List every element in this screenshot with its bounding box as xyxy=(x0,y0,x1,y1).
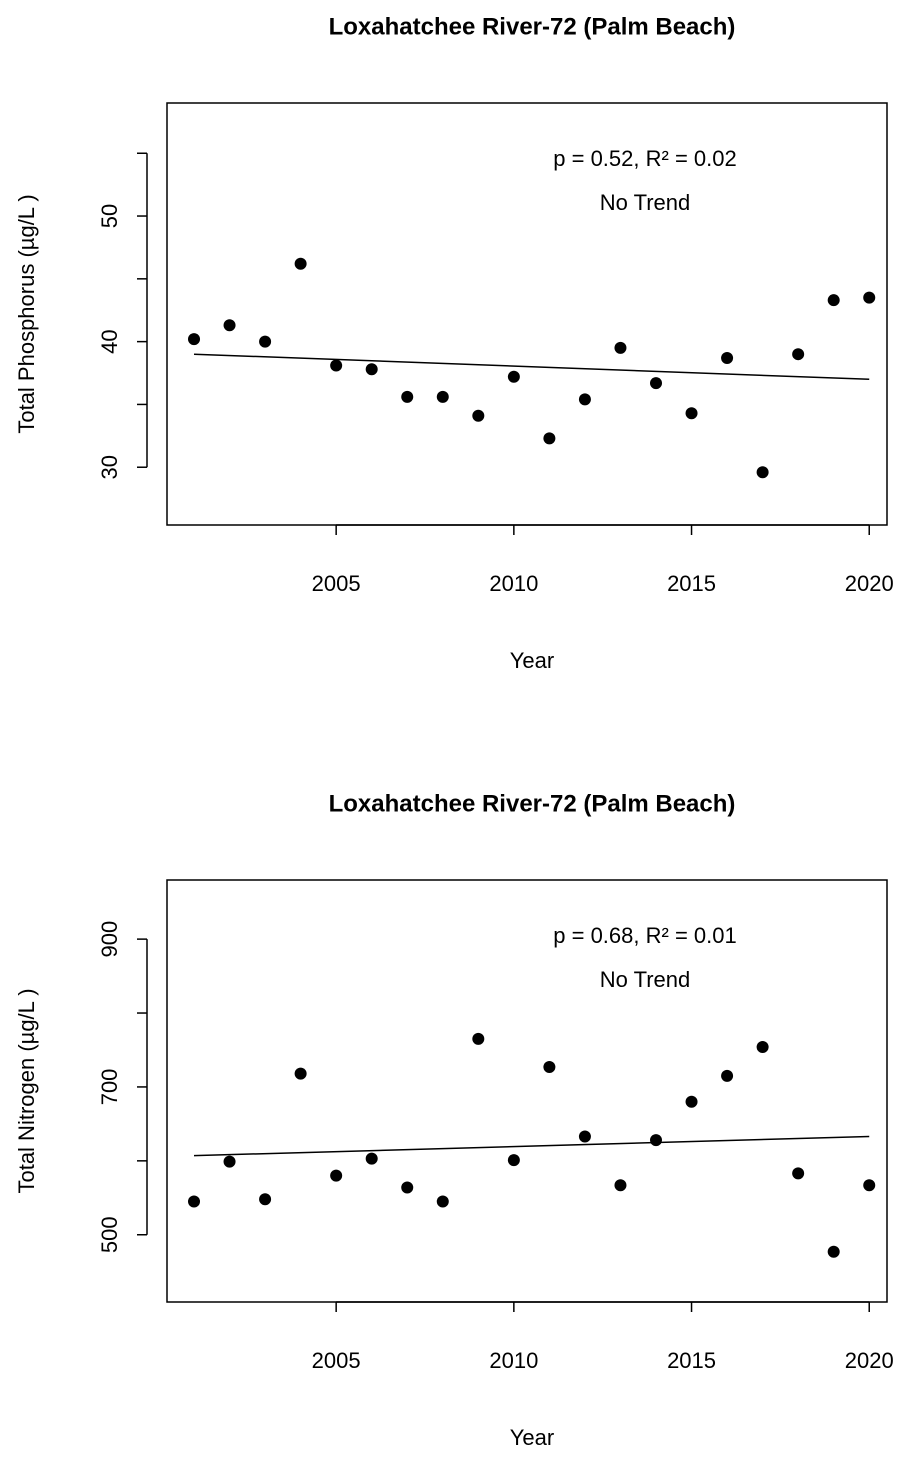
data-point xyxy=(401,390,414,403)
x-tick-label: 2010 xyxy=(489,571,538,596)
data-point xyxy=(401,1181,414,1194)
data-point xyxy=(507,1154,520,1167)
trend-line xyxy=(193,1135,870,1157)
data-point xyxy=(330,359,343,372)
annotation: p = 0.68, R² = 0.01 xyxy=(553,923,736,948)
data-point xyxy=(188,1195,201,1208)
chart-title: Loxahatchee River-72 (Palm Beach) xyxy=(329,13,736,40)
plot-frame xyxy=(166,879,888,1303)
y-tick-label: 50 xyxy=(97,204,122,228)
x-tick-label: 2020 xyxy=(845,571,894,596)
data-point xyxy=(792,348,805,361)
x-tick-label: 2020 xyxy=(845,1348,894,1373)
data-point xyxy=(756,466,769,479)
annotation: No Trend xyxy=(600,190,691,215)
data-point xyxy=(650,1134,663,1147)
data-point xyxy=(614,1179,627,1192)
data-point xyxy=(259,335,272,348)
x-tick-label: 2005 xyxy=(312,1348,361,1373)
data-point xyxy=(827,294,840,307)
x-tick-label: 2015 xyxy=(667,571,716,596)
y-tick-label: 900 xyxy=(97,921,122,958)
y-tick-label: 500 xyxy=(97,1216,122,1253)
data-point xyxy=(792,1167,805,1180)
data-point xyxy=(543,432,556,445)
y-axis-label: Total Phosphorus (µg/L ) xyxy=(14,194,39,433)
data-point xyxy=(685,407,698,420)
data-point xyxy=(721,351,734,364)
data-point xyxy=(294,1067,307,1080)
data-point xyxy=(827,1245,840,1258)
data-point xyxy=(507,370,520,383)
data-point xyxy=(436,1195,449,1208)
data-point xyxy=(685,1095,698,1108)
x-tick-label: 2010 xyxy=(489,1348,538,1373)
data-point xyxy=(721,1069,734,1082)
chart-title: Loxahatchee River-72 (Palm Beach) xyxy=(329,790,736,817)
plot-frame xyxy=(166,102,888,526)
x-tick-label: 2005 xyxy=(312,571,361,596)
data-point xyxy=(365,363,378,376)
data-point xyxy=(756,1041,769,1054)
annotation: No Trend xyxy=(600,967,691,992)
annotation: p = 0.52, R² = 0.02 xyxy=(553,146,736,171)
y-tick-label: 40 xyxy=(97,329,122,353)
data-point xyxy=(650,377,663,390)
data-point xyxy=(578,393,591,406)
data-point xyxy=(294,257,307,270)
data-point xyxy=(188,333,201,346)
y-tick-label: 700 xyxy=(97,1069,122,1106)
data-point xyxy=(223,1155,236,1168)
x-tick-label: 2015 xyxy=(667,1348,716,1373)
data-point xyxy=(863,291,876,304)
x-axis-label: Year xyxy=(510,648,554,673)
data-point xyxy=(863,1179,876,1192)
data-point xyxy=(472,409,485,422)
data-point xyxy=(365,1152,378,1165)
y-axis-label: Total Nitrogen (µg/L ) xyxy=(14,988,39,1193)
data-point xyxy=(223,319,236,332)
data-point xyxy=(543,1060,556,1073)
data-point xyxy=(578,1130,591,1143)
data-point xyxy=(330,1169,343,1182)
x-axis-label: Year xyxy=(510,1425,554,1450)
y-tick-label: 30 xyxy=(97,455,122,479)
trend-line xyxy=(193,353,870,381)
data-point xyxy=(259,1193,272,1206)
data-point xyxy=(436,390,449,403)
data-point xyxy=(614,341,627,354)
data-point xyxy=(472,1032,485,1045)
